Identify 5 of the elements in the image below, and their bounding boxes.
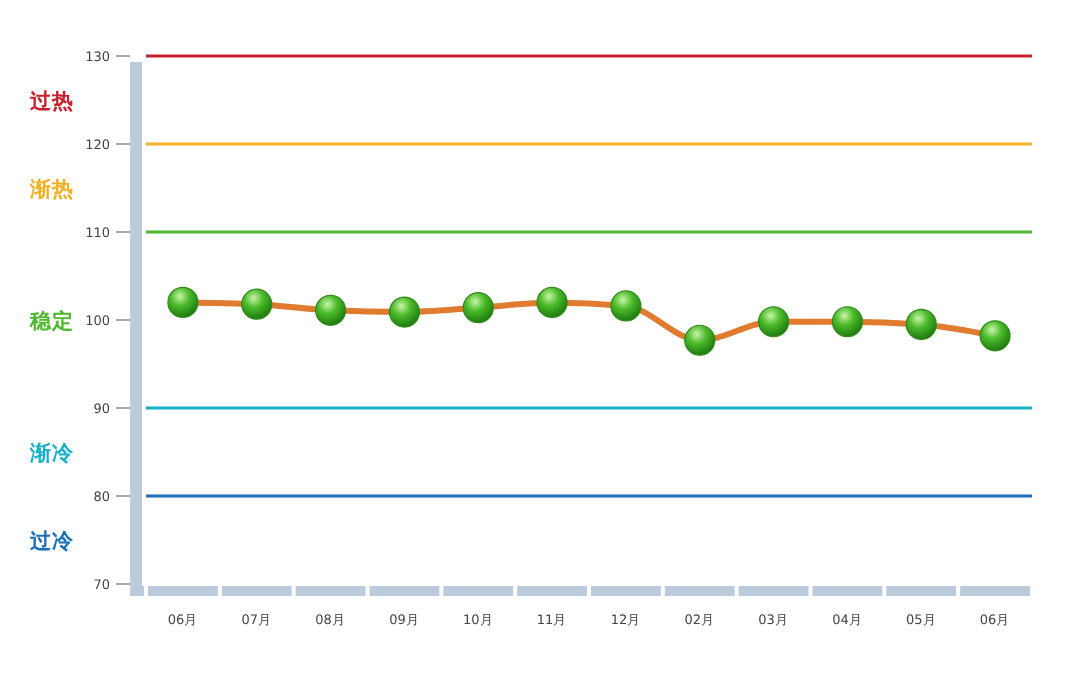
text: 过冷 — [28, 528, 76, 554]
text: 稳定 — [28, 308, 74, 334]
text: 过热 — [28, 88, 74, 114]
text: 渐冷 — [28, 440, 76, 466]
text: 渐热 — [28, 176, 74, 202]
